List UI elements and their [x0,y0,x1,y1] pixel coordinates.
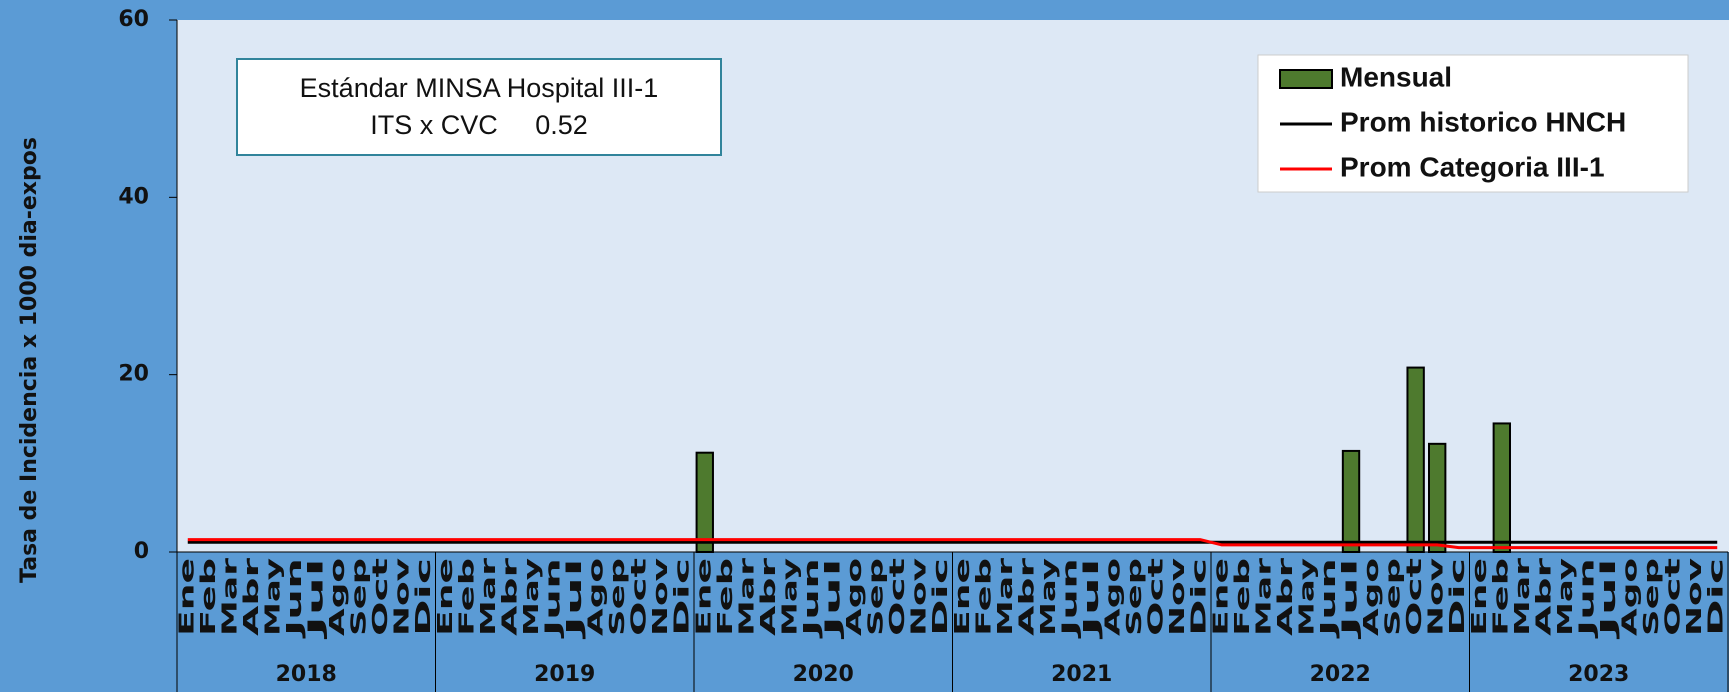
x-tick-label: Ene [174,558,198,636]
x-tick-label: Dic [1187,558,1211,636]
x-tick-label: Oct [1402,557,1426,636]
x-tick-label: Jun [1057,558,1081,640]
x-tick-label: Ago [842,558,866,636]
x-tick-label: Abr [1014,558,1038,636]
annotation-text: Estándar MINSA Hospital III-1 [300,73,659,103]
x-tick-label: Sep [347,558,371,636]
x-tick-label: Sep [1381,558,1405,636]
x-tick-label: Nov [1424,558,1448,636]
x-tick-label: Dic [1445,558,1469,636]
x-tick-label: Dic [411,558,435,636]
y-tick-label: 0 [134,539,149,564]
x-tick-label: Sep [1639,558,1663,636]
x-tick-label: Oct [1661,557,1685,636]
x-tick-label: Nov [648,558,672,636]
x-tick-label: Ago [1359,558,1383,636]
x-tick-label: Ago [1618,558,1642,636]
x-tick-label: May [1294,558,1318,636]
annotation-box [236,58,722,156]
x-tick-label: Oct [368,557,392,636]
x-tick-label: Mar [734,558,758,636]
x-tick-label: Feb [1488,558,1512,636]
x-tick-label: Ago [1101,558,1125,636]
x-tick-label: Ene [1467,558,1491,636]
x-tick-label: Sep [605,558,629,636]
x-tick-label: Jun [799,558,823,640]
y-tick-label: 20 [118,362,149,387]
year-label: 2018 [276,662,337,687]
x-tick-label: Jul [1338,558,1362,641]
x-tick-label: Ene [1208,558,1232,636]
x-tick-label: Ene [691,558,715,636]
x-tick-label: Nov [390,558,414,636]
x-tick-label: May [1553,558,1577,636]
x-tick-label: Feb [454,558,478,636]
x-tick-label: Mar [476,558,500,636]
x-tick-label: Abr [497,558,521,636]
x-tick-label: May [260,558,284,636]
x-tick-label: Nov [1165,558,1189,636]
legend-label: Mensual [1340,61,1452,92]
x-tick-label: Ago [325,558,349,636]
x-tick-label: Mar [1251,558,1275,636]
x-tick-label: Feb [1230,558,1254,636]
x-tick-label: May [519,558,543,636]
x-tick-label: Jun [1316,558,1340,640]
legend-swatch [1279,69,1333,89]
bar [1428,442,1447,553]
x-tick-label: Dic [1704,558,1728,636]
x-tick-label: May [1036,558,1060,636]
y-tick-label: 40 [118,184,149,209]
legend-label: Prom Categoria III-1 [1340,151,1605,182]
y-axis-label: Tasa de Incidencia x 1000 dia-expos [17,137,42,583]
x-tick-label: Dic [670,558,694,636]
bar [1341,449,1361,554]
x-tick-label: Abr [1273,558,1297,636]
year-label: 2021 [1051,662,1112,687]
x-tick-label: Oct [627,557,651,636]
x-tick-label: Sep [864,558,888,636]
x-tick-label: Abr [1531,558,1555,636]
bar [1492,422,1511,553]
year-label: 2019 [534,662,595,687]
line [187,538,1718,550]
x-tick-label: Feb [196,558,220,636]
x-tick-label: Feb [713,558,737,636]
x-tick-label: Abr [239,558,263,636]
annotation-text: ITS x CVC 0.52 [370,110,588,140]
x-tick-label: Mar [993,558,1017,636]
year-label: 2023 [1568,662,1629,687]
x-tick-label: Ene [950,558,974,636]
x-tick-label: Jul [1079,558,1103,641]
year-label: 2022 [1310,662,1371,687]
x-tick-label: Mar [217,558,241,636]
x-tick-label: Jul [304,558,328,641]
x-tick-label: Jul [562,558,586,641]
x-tick-label: Jul [821,558,845,641]
x-tick-label: Jun [282,558,306,640]
x-tick-label: Oct [885,557,909,636]
x-tick-label: Jul [1596,558,1620,641]
x-tick-label: Mar [1510,558,1534,636]
y-tick-label: 60 [118,7,149,32]
x-tick-label: Nov [907,558,931,636]
x-tick-label: May [777,558,801,636]
x-tick-label: Jun [540,558,564,640]
x-tick-label: Jun [1574,558,1598,640]
legend-label: Prom historico HNCH [1340,106,1626,137]
x-tick-label: Ago [584,558,608,636]
x-tick-label: Oct [1144,557,1168,636]
x-tick-label: Abr [756,558,780,636]
x-tick-label: Feb [971,558,995,636]
x-tick-label: Nov [1682,558,1706,636]
bar [1406,366,1425,553]
x-tick-label: Sep [1122,558,1146,636]
x-tick-label: Dic [928,558,952,636]
year-label: 2020 [793,662,854,687]
x-tick-label: Ene [433,558,457,636]
bar [695,451,714,553]
